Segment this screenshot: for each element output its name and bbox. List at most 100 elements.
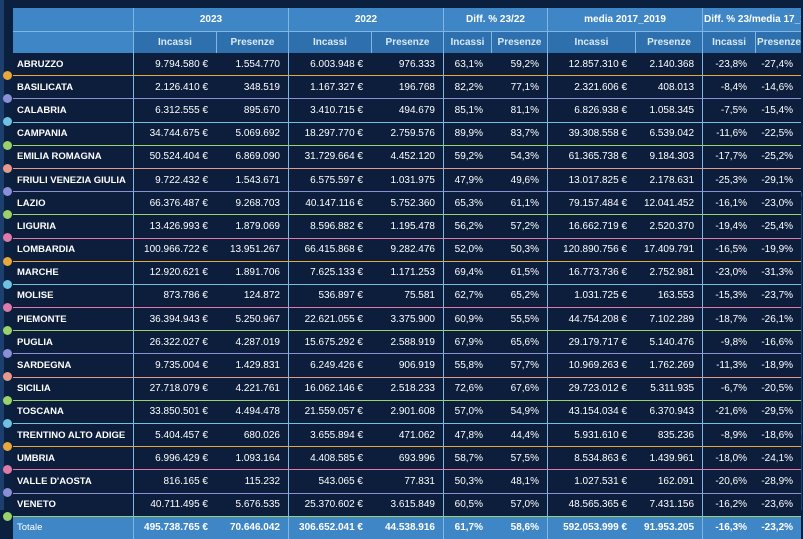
table-cell: -23,8% — [702, 53, 756, 77]
row-bullet-dot — [3, 326, 12, 335]
row-bullet-dot — [3, 303, 12, 312]
table-row: VENETO 40.711.495 €5.676.535 25.370.602 €3… — [13, 493, 802, 517]
total-cell: -23,2% — [755, 516, 802, 539]
table-cell: 57,5% — [491, 447, 548, 471]
table-cell: 9.184.303 — [635, 145, 703, 169]
table-cell: -8,9% — [702, 424, 756, 448]
total-row: Totale 495.738.765 €70.646.042 306.652.041… — [13, 516, 802, 539]
table-cell: 77,1% — [491, 76, 548, 100]
table-cell: -27,4% — [755, 53, 802, 77]
table-cell: -15,4% — [755, 99, 802, 123]
total-cell: 70.646.042 — [216, 516, 288, 539]
table-cell: 5.404.457 € — [133, 424, 216, 448]
table-cell: -24,1% — [755, 447, 802, 471]
table-cell: -16,6% — [755, 331, 802, 355]
table-cell: 1.027.531 € — [547, 470, 636, 494]
table-cell: 7.625.133 € — [288, 261, 371, 285]
table-cell: 61,1% — [491, 192, 548, 216]
table-cell: 16.773.736 € — [547, 261, 636, 285]
table-cell: 65,6% — [491, 331, 548, 355]
table-cell: -9,8% — [702, 331, 756, 355]
total-cell: 592.053.999 € — [547, 516, 636, 539]
region-name: TRENTINO ALTO ADIGE — [13, 424, 133, 448]
table-cell: 43.154.034 € — [547, 400, 636, 424]
table-cell: 7.431.156 — [635, 493, 703, 517]
row-bullet-dot — [3, 210, 12, 219]
table-cell: 47,9% — [443, 168, 491, 193]
table-cell: 39.308.558 € — [547, 122, 636, 146]
table-cell: 976.333 — [371, 53, 443, 77]
table-cell: -16,2% — [702, 493, 756, 517]
table-cell: 693.996 — [371, 447, 443, 471]
region-name: MOLISE — [13, 284, 133, 309]
table-row: UMBRIA 6.996.429 €1.093.164 4.408.585 €693… — [13, 447, 802, 471]
region-name: CAMPANIA — [13, 122, 133, 146]
table-cell: 536.897 € — [288, 284, 371, 309]
table-cell: 31.729.664 € — [288, 145, 371, 169]
table-cell: 2.518.233 — [371, 377, 443, 401]
table-cell: 82,2% — [443, 76, 491, 100]
table-cell: 55,8% — [443, 354, 491, 378]
table-cell: 47,8% — [443, 424, 491, 448]
table-cell: 13.951.267 — [216, 238, 288, 262]
table-cell: 65,2% — [491, 284, 548, 309]
row-bullet-dot — [3, 512, 12, 521]
table-cell: 66.376.487 € — [133, 192, 216, 216]
table-cell: 55,5% — [491, 308, 548, 332]
table-cell: 2.752.981 — [635, 261, 703, 285]
table-cell: -17,7% — [702, 145, 756, 169]
table-row: BASILICATA 2.126.410 €348.519 1.167.327 €1… — [13, 76, 802, 100]
header-presenze: Presenze — [635, 32, 703, 53]
table-cell: 471.062 — [371, 424, 443, 448]
table-cell: 12.857.310 € — [547, 53, 636, 77]
table-cell: -22,5% — [755, 122, 802, 146]
table-cell: 6.370.943 — [635, 400, 703, 424]
table-cell: 1.429.831 — [216, 354, 288, 378]
table-cell: 13.017.825 € — [547, 168, 636, 193]
table-row: CAMPANIA 34.744.675 €5.069.692 18.297.770 … — [13, 122, 802, 146]
table-cell: 873.786 € — [133, 284, 216, 309]
table-cell: 59,2% — [491, 53, 548, 77]
table-cell: 17.409.791 — [635, 238, 703, 262]
row-bullet-dot — [3, 349, 12, 358]
table-cell: 61,5% — [491, 261, 548, 285]
table-cell: 44.754.208 € — [547, 308, 636, 332]
table-cell: 2.140.368 — [635, 53, 703, 77]
total-cell: 306.652.041 € — [288, 516, 371, 539]
table-row: CALABRIA 6.312.555 €895.670 3.410.715 €494… — [13, 99, 802, 123]
tourism-data-table: 2023 2022 Diff. % 23/22 media 2017_2019 … — [13, 8, 802, 539]
table-cell: 50,3% — [443, 470, 491, 494]
table-cell: 56,2% — [443, 215, 491, 239]
table-cell: 12.041.452 — [635, 192, 703, 216]
table-cell: 2.759.576 — [371, 122, 443, 146]
header-corner — [13, 8, 133, 32]
table-cell: 3.655.894 € — [288, 424, 371, 448]
table-cell: 40.711.495 € — [133, 493, 216, 517]
table-cell: 6.539.042 — [635, 122, 703, 146]
table-cell: -23,0% — [755, 192, 802, 216]
table-cell: 1.031.975 — [371, 168, 443, 193]
table-row: SARDEGNA 9.735.004 €1.429.831 6.249.426 €9… — [13, 354, 802, 378]
table-row: VALLE D'AOSTA 816.165 €115.232 543.065 €77… — [13, 470, 802, 494]
table-cell: -23,7% — [755, 284, 802, 309]
table-cell: 69,4% — [443, 261, 491, 285]
table-cell: -19,4% — [702, 215, 756, 239]
table-cell: 1.543.671 — [216, 168, 288, 193]
total-cell: -16,3% — [702, 516, 756, 539]
table-cell: 50.524.404 € — [133, 145, 216, 169]
table-row: TRENTINO ALTO ADIGE 5.404.457 €680.026 3.6… — [13, 424, 802, 448]
table-cell: 6.249.426 € — [288, 354, 371, 378]
table-cell: 6.869.090 — [216, 145, 288, 169]
table-cell: 65,3% — [443, 192, 491, 216]
table-cell: -25,4% — [755, 215, 802, 239]
header-incassi: Incassi — [133, 32, 216, 53]
table-cell: 57,7% — [491, 354, 548, 378]
table-cell: 5.069.692 — [216, 122, 288, 146]
row-bullet-dot — [3, 71, 12, 80]
table-cell: 162.091 — [635, 470, 703, 494]
table-cell: 5.931.610 € — [547, 424, 636, 448]
table-cell: 9.268.703 — [216, 192, 288, 216]
total-cell: 58,6% — [491, 516, 548, 539]
table-cell: 163.553 — [635, 284, 703, 309]
table-cell: 79.157.484 € — [547, 192, 636, 216]
